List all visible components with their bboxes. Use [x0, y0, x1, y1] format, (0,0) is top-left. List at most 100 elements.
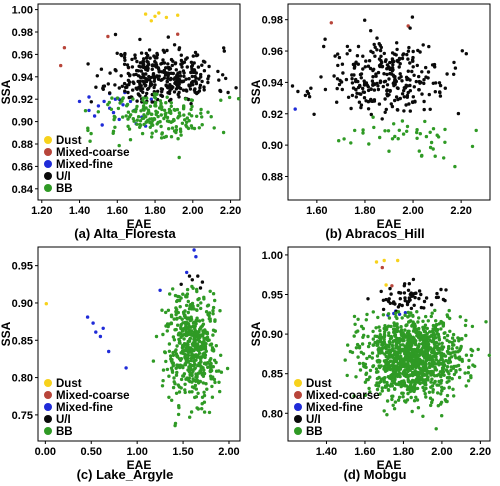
data-point-u-i: [369, 112, 373, 117]
data-point-bb: [173, 421, 178, 426]
data-point-mixed-fine: [192, 248, 196, 252]
data-point-bb: [421, 365, 425, 369]
data-point-bb: [192, 337, 196, 342]
data-point-u-i: [424, 296, 429, 300]
data-point-u-i: [140, 87, 145, 91]
data-point-bb: [378, 329, 382, 333]
data-point-u-i: [417, 74, 421, 79]
data-point-bb: [415, 398, 420, 402]
data-point-bb: [184, 346, 188, 350]
data-point-bb: [174, 309, 178, 314]
data-point-u-i: [368, 66, 373, 71]
data-point-bb: [405, 124, 410, 129]
data-point-u-i: [403, 282, 407, 286]
data-point-u-i: [323, 37, 327, 41]
data-point-u-i: [384, 297, 388, 302]
data-point-u-i: [348, 48, 352, 53]
data-point-mixed-coarse: [390, 284, 394, 288]
data-point-u-i: [377, 57, 382, 61]
data-point-u-i: [177, 82, 181, 87]
x-tick-label: 1.50: [172, 446, 193, 458]
data-point-u-i: [200, 63, 204, 67]
data-point-u-i: [169, 71, 173, 76]
data-point-bb: [469, 375, 473, 380]
data-point-bb: [181, 365, 185, 370]
data-point-u-i: [340, 62, 345, 66]
data-point-u-i: [312, 112, 316, 117]
data-point-bb: [386, 375, 390, 379]
data-point-u-i: [388, 286, 392, 291]
data-point-bb: [377, 381, 381, 385]
data-point-bb: [434, 427, 438, 431]
data-point-u-i: [149, 80, 153, 84]
data-point-bb: [466, 371, 470, 375]
data-point-bb: [395, 324, 399, 329]
data-point-u-i: [406, 90, 410, 95]
data-point-u-i: [390, 60, 395, 64]
y-tick-label: 0.92: [12, 94, 33, 106]
data-point-u-i: [157, 74, 161, 78]
data-point-u-i: [216, 69, 220, 74]
data-point-bb: [167, 395, 171, 399]
data-point-bb: [167, 127, 171, 131]
data-point-bb: [423, 119, 427, 124]
data-point-bb: [125, 102, 130, 107]
data-point-u-i: [125, 63, 130, 67]
data-point-u-i: [189, 102, 193, 106]
x-tick-label: 1.40: [69, 205, 90, 217]
data-point-bb: [191, 324, 195, 328]
data-point-u-i: [199, 75, 203, 79]
data-point-bb: [148, 120, 152, 125]
data-point-bb: [451, 332, 456, 337]
data-point-bb: [398, 351, 402, 355]
data-point-bb: [396, 398, 401, 402]
data-point-bb: [409, 352, 413, 356]
data-point-u-i: [352, 73, 356, 77]
data-point-bb: [201, 322, 206, 326]
y-tick-label: 0.92: [262, 109, 283, 121]
data-point-bb: [408, 384, 412, 388]
y-tick-label: 0.95: [262, 290, 283, 302]
data-point-bb: [179, 386, 183, 390]
data-point-bb: [196, 407, 200, 411]
data-point-bb: [131, 117, 135, 121]
data-point-bb: [440, 388, 444, 393]
data-point-bb: [201, 374, 206, 378]
data-point-bb: [415, 130, 419, 135]
data-point-bb: [177, 295, 181, 299]
data-point-bb: [405, 398, 410, 402]
data-point-u-i: [356, 85, 361, 90]
data-point-bb: [454, 364, 459, 368]
data-point-u-i: [396, 86, 400, 91]
x-tick-label: 1.80: [144, 205, 165, 217]
data-point-u-i: [94, 85, 98, 89]
data-point-bb: [183, 353, 187, 357]
data-point-bb: [174, 125, 178, 129]
data-point-bb: [402, 360, 406, 365]
plot-frame: [37, 246, 241, 442]
legend-label: BB: [56, 183, 73, 195]
data-point-bb: [199, 301, 203, 305]
data-point-u-i: [392, 83, 396, 88]
legend-marker: [44, 172, 52, 180]
data-point-u-i: [414, 79, 418, 84]
data-point-bb: [360, 342, 365, 346]
data-point-u-i: [119, 52, 123, 57]
data-point-bb: [437, 335, 441, 339]
legend-marker: [294, 379, 302, 387]
data-point-bb: [174, 366, 178, 370]
data-point-u-i: [152, 76, 157, 81]
data-point-u-i: [181, 69, 186, 73]
data-point-bb: [189, 98, 193, 102]
data-point-bb: [445, 338, 449, 342]
data-point-bb: [180, 333, 185, 338]
data-point-bb: [195, 308, 199, 312]
data-point-bb: [146, 111, 150, 115]
data-point-u-i: [406, 77, 410, 81]
data-point-bb: [159, 113, 163, 117]
data-point-bb: [393, 400, 398, 404]
data-point-bb: [183, 362, 187, 366]
data-point-u-i: [410, 15, 415, 19]
data-point-u-i: [224, 76, 228, 81]
data-point-bb: [184, 123, 188, 128]
